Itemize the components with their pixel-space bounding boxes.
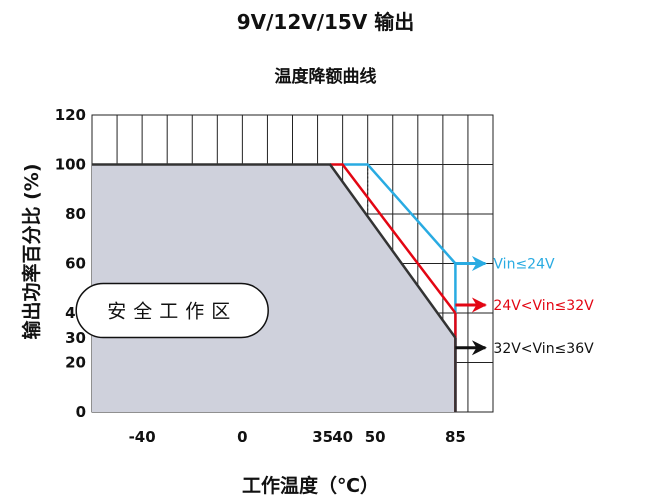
x-tick-label: -40 [129,428,156,446]
y-axis-title: 输出功率百分比 (%) [20,163,43,339]
safe-zone-label: 安全工作区 [107,301,237,323]
safe-operating-area [92,164,456,412]
chart-title: 9V/12V/15V 输出 [236,10,415,34]
y-tick-label: 80 [65,205,86,223]
legend-label-3: 32V<Vin≤36V [493,341,594,357]
y-tick-label: 100 [55,156,86,174]
legend-label-2: 24V<Vin≤32V [493,298,594,314]
series-line-1 [342,163,457,265]
y-tick-label: 20 [65,354,86,372]
series-layer [92,163,487,412]
safe-area-layer [92,164,456,412]
label-layer: Vin≤24V 24V<Vin≤32V 32V<Vin≤36V 安全工作区工作温度（℃… [20,163,594,497]
x-tick-label: 40 [332,428,353,446]
y-tick-label: 0 [76,403,86,421]
series-line-2 [330,163,457,314]
y-tick-label: 60 [65,255,86,273]
x-tick-label: 0 [237,428,247,446]
x-tick-label: 35 [312,428,333,446]
x-tick-label: 50 [365,428,386,446]
x-axis-title: 工作温度（℃） [242,474,379,497]
series-line-3 [92,163,457,339]
legend-label-1: Vin≤24V [493,257,555,273]
x-tick-label: 85 [445,428,466,446]
y-tick-label: 120 [55,106,86,124]
y-tick-label: 30 [65,329,86,347]
safe-zone-pill [75,282,269,339]
chart-subtitle: 温度降额曲线 [274,67,377,87]
